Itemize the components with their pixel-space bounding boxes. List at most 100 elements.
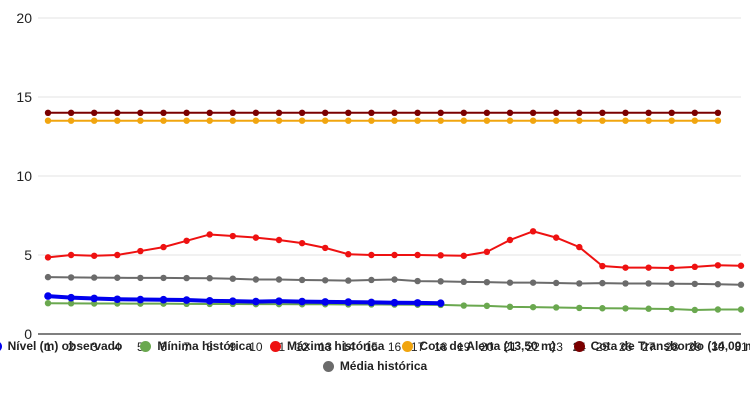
- legend-item: Máxima histórica: [270, 339, 384, 353]
- data-point: [229, 232, 236, 240]
- x-tick-label: 15: [365, 340, 379, 354]
- data-point: [137, 274, 144, 282]
- x-tick-label: 27: [642, 340, 656, 354]
- data-point: [668, 109, 675, 117]
- x-tick-label: 1: [45, 340, 52, 354]
- data-point: [368, 117, 375, 124]
- data-point: [483, 278, 491, 286]
- x-tick-label: 4: [114, 340, 121, 354]
- data-point: [183, 237, 190, 244]
- legend-swatch: [0, 340, 2, 352]
- data-point: [437, 117, 444, 124]
- legend-label: Mínima histórica: [157, 339, 253, 353]
- data-point: [229, 109, 236, 117]
- data-point: [275, 297, 283, 305]
- data-point: [275, 109, 283, 117]
- x-tick-label: 22: [526, 340, 540, 354]
- x-tick-label: 30: [711, 340, 725, 354]
- x-tick-label: 25: [596, 340, 610, 354]
- data-point: [437, 278, 444, 285]
- data-point: [714, 281, 722, 288]
- data-point: [44, 109, 52, 117]
- data-point: [691, 280, 698, 288]
- x-tick-label: 14: [342, 340, 356, 354]
- data-point: [206, 231, 213, 238]
- data-point: [460, 302, 467, 309]
- series-line: [47, 230, 742, 269]
- x-tick-label: 29: [688, 340, 702, 354]
- data-point: [599, 109, 606, 117]
- data-point: [553, 234, 560, 241]
- y-tick-label: 15: [16, 89, 32, 105]
- data-point: [91, 109, 98, 117]
- data-point: [576, 117, 583, 124]
- data-point: [460, 109, 467, 117]
- x-tick-label: 18: [434, 340, 448, 354]
- data-point: [714, 306, 722, 313]
- data-point: [206, 109, 213, 117]
- x-tick-label: 8: [206, 340, 213, 354]
- legend-label: Cota de Transbordo (14,00 m): [590, 339, 750, 353]
- data-point: [252, 297, 260, 306]
- data-point: [67, 274, 75, 281]
- y-tick-label: 10: [16, 168, 32, 184]
- data-point: [91, 300, 98, 307]
- x-tick-label: 9: [229, 340, 236, 354]
- data-point: [645, 305, 652, 312]
- data-point: [136, 295, 145, 304]
- x-tick-label: 20: [480, 340, 494, 354]
- data-point: [345, 109, 352, 117]
- series-4: [44, 109, 722, 117]
- data-point: [391, 109, 398, 117]
- data-point: [367, 298, 376, 307]
- data-point: [160, 243, 167, 251]
- data-point: [645, 264, 652, 271]
- legend-label: Cota de Alerta (13,50 m): [419, 339, 556, 353]
- data-point: [599, 279, 606, 287]
- data-point: [599, 262, 606, 270]
- data-point: [390, 298, 399, 307]
- data-point: [576, 243, 583, 251]
- data-point: [714, 109, 722, 117]
- data-point: [229, 275, 236, 282]
- data-point: [368, 251, 375, 259]
- data-point: [67, 117, 75, 124]
- data-point: [183, 117, 190, 124]
- data-point: [483, 248, 491, 256]
- data-point: [322, 109, 329, 117]
- data-point: [576, 304, 583, 312]
- data-point: [691, 263, 698, 271]
- data-point: [345, 251, 352, 258]
- data-point: [91, 117, 98, 124]
- data-point: [737, 306, 745, 313]
- data-point: [668, 305, 675, 313]
- data-point: [599, 305, 606, 312]
- legend-swatch: [573, 340, 585, 352]
- gridlines: [38, 17, 741, 335]
- data-point: [275, 117, 283, 124]
- data-point: [113, 295, 122, 304]
- x-tick-label: 13: [319, 340, 333, 354]
- data-point: [275, 276, 283, 283]
- legend-item: Cota de Alerta (13,50 m): [402, 339, 556, 353]
- data-point: [437, 109, 444, 117]
- data-point: [668, 264, 675, 272]
- x-tick-label: 10: [249, 340, 263, 354]
- series-line: [47, 294, 441, 306]
- data-point: [553, 109, 560, 117]
- data-point: [206, 117, 213, 124]
- legend: Nível (m) observado Mínima histórica Máxim…: [0, 336, 750, 376]
- data-point: [576, 109, 583, 117]
- y-tick-label: 5: [24, 247, 32, 263]
- data-point: [67, 300, 75, 307]
- legend-swatch: [270, 340, 282, 352]
- data-point: [714, 117, 722, 124]
- data-point: [391, 251, 398, 259]
- data-point: [252, 276, 260, 283]
- data-point: [460, 278, 467, 286]
- data-point: [529, 117, 537, 124]
- data-point: [160, 117, 167, 124]
- data-point: [322, 244, 329, 252]
- data-point: [483, 109, 491, 117]
- data-point: [460, 117, 467, 124]
